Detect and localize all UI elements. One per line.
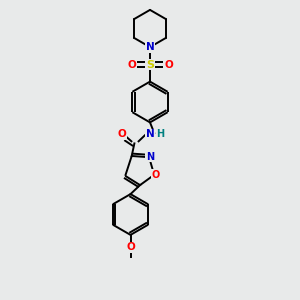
Text: H: H	[156, 129, 165, 140]
Text: N: N	[146, 152, 154, 162]
Text: N: N	[146, 129, 154, 140]
Text: N: N	[146, 42, 154, 52]
Text: O: O	[117, 129, 126, 140]
Text: O: O	[126, 242, 135, 253]
Text: O: O	[127, 59, 136, 70]
Text: O: O	[164, 59, 173, 70]
Text: O: O	[152, 170, 160, 180]
Text: S: S	[146, 59, 154, 70]
